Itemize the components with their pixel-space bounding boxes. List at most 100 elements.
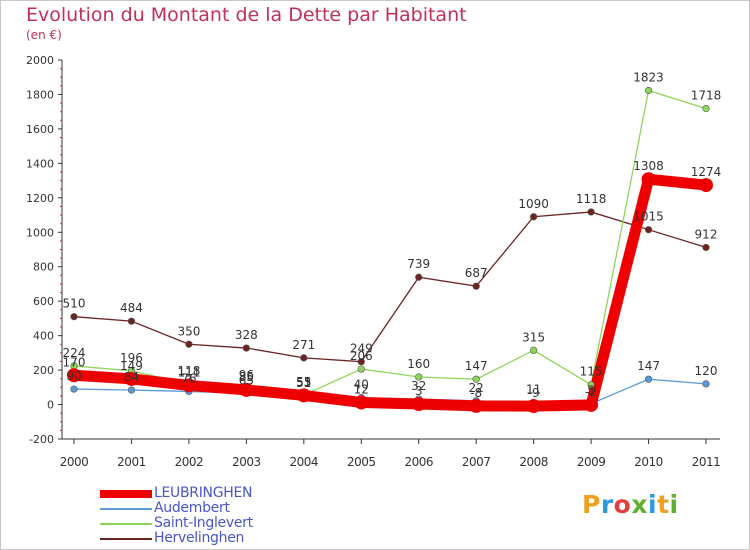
- data-label: 5: [587, 384, 595, 398]
- data-label: 170: [63, 355, 86, 369]
- data-point: [181, 378, 196, 393]
- x-tick-label: 2006: [404, 455, 433, 469]
- data-label: -2: [585, 385, 597, 399]
- data-point: [530, 346, 538, 354]
- data-label: 328: [235, 328, 258, 342]
- data-label: 1308: [633, 159, 664, 173]
- x-tick-label: 2003: [232, 455, 261, 469]
- y-tick-label: 0: [47, 399, 54, 412]
- data-point: [127, 317, 136, 325]
- data-label: 206: [350, 349, 373, 363]
- data-label: 315: [522, 330, 545, 344]
- x-tick-label: 2010: [634, 455, 663, 469]
- data-label: 1118: [576, 192, 607, 206]
- y-tick-label: 1000: [26, 226, 54, 239]
- logo-letter: P: [582, 490, 601, 519]
- data-point: [644, 86, 653, 95]
- data-point: [702, 104, 710, 113]
- y-tick-label: -200: [29, 433, 54, 446]
- data-point: [699, 178, 713, 193]
- data-label: 22: [469, 381, 484, 395]
- x-tick-label: 2007: [462, 455, 491, 469]
- data-label: 65: [239, 373, 254, 387]
- x-tick-label: 2002: [175, 455, 204, 469]
- y-tick-label: 1600: [26, 123, 54, 136]
- data-point: [411, 397, 426, 412]
- data-point: [587, 208, 595, 216]
- data-label: 1015: [633, 210, 664, 224]
- data-point: [530, 213, 538, 221]
- data-point: [526, 399, 541, 414]
- logo-letter: o: [613, 490, 632, 519]
- data-point: [472, 375, 480, 383]
- data-label: 687: [465, 266, 488, 280]
- data-point: [296, 388, 311, 403]
- data-label: 739: [407, 257, 430, 271]
- x-tick-label: 2011: [692, 455, 721, 469]
- data-label: 111: [177, 365, 200, 379]
- data-label: 249: [350, 342, 373, 356]
- data-label: 160: [407, 357, 430, 371]
- data-label: 350: [177, 324, 200, 338]
- data-point: [67, 368, 81, 383]
- legend-label-hervelinghen: Hervelinghen: [154, 530, 245, 546]
- data-point: [644, 226, 653, 234]
- data-label: 11: [526, 383, 541, 397]
- data-label: 55: [296, 375, 311, 389]
- chart-subtitle: (en €): [26, 28, 62, 42]
- y-tick-label: 1400: [26, 157, 54, 170]
- data-point: [242, 344, 250, 352]
- data-point: [124, 371, 139, 386]
- legend-swatch-saint-inglevert: [100, 523, 152, 525]
- x-tick-label: 2005: [347, 455, 376, 469]
- chart-title: Evolution du Montant de la Dette par Hab…: [26, 4, 467, 26]
- series-line-saint-inglevert: [73, 89, 707, 396]
- data-label: 1823: [633, 70, 664, 84]
- data-label: 118: [177, 364, 200, 378]
- data-label: -9: [528, 386, 540, 400]
- logo-letter: i: [669, 490, 679, 519]
- data-point: [415, 273, 423, 281]
- y-tick-label: 800: [33, 261, 54, 274]
- data-label: 76: [181, 371, 196, 385]
- data-point: [587, 381, 595, 389]
- data-label: 84: [124, 370, 139, 384]
- data-label: 12: [354, 382, 369, 396]
- data-point: [702, 380, 710, 388]
- data-label: 1274: [691, 165, 722, 179]
- data-label: 149: [120, 359, 143, 373]
- data-point: [469, 398, 484, 413]
- data-label: 147: [637, 359, 660, 373]
- logo-letter: x: [631, 490, 648, 519]
- legend-label-leubringhen: LEUBRINGHEN: [154, 485, 253, 501]
- data-label: 3: [415, 384, 423, 398]
- logo-letter: t: [657, 490, 670, 519]
- data-point: [584, 397, 599, 412]
- data-label: 271: [292, 338, 315, 352]
- data-point: [239, 382, 254, 397]
- y-tick-label: 200: [33, 364, 54, 377]
- y-tick-label: 600: [33, 295, 54, 308]
- data-label: 96: [239, 368, 254, 382]
- data-point: [644, 375, 653, 383]
- data-point: [357, 358, 365, 366]
- y-tick-label: 400: [33, 330, 54, 343]
- y-tick-label: 1800: [26, 88, 54, 101]
- data-label: 510: [63, 297, 86, 311]
- data-point: [702, 243, 710, 252]
- data-label: 120: [695, 364, 718, 378]
- x-tick-label: 2008: [519, 455, 548, 469]
- data-label: 90: [66, 369, 81, 383]
- data-label: -8: [470, 386, 482, 400]
- x-tick-label: 2004: [290, 455, 319, 469]
- series-line-hervelinghen: [73, 211, 707, 363]
- data-label: 484: [120, 301, 143, 315]
- x-tick-label: 2009: [577, 455, 606, 469]
- proxiti-logo: Proxiti: [582, 490, 679, 519]
- legend-label-saint-inglevert: Saint-Inglevert: [154, 515, 253, 531]
- data-point: [127, 386, 136, 394]
- series-line-leubringhen: [68, 173, 712, 412]
- data-point: [641, 172, 656, 187]
- data-point: [415, 373, 423, 381]
